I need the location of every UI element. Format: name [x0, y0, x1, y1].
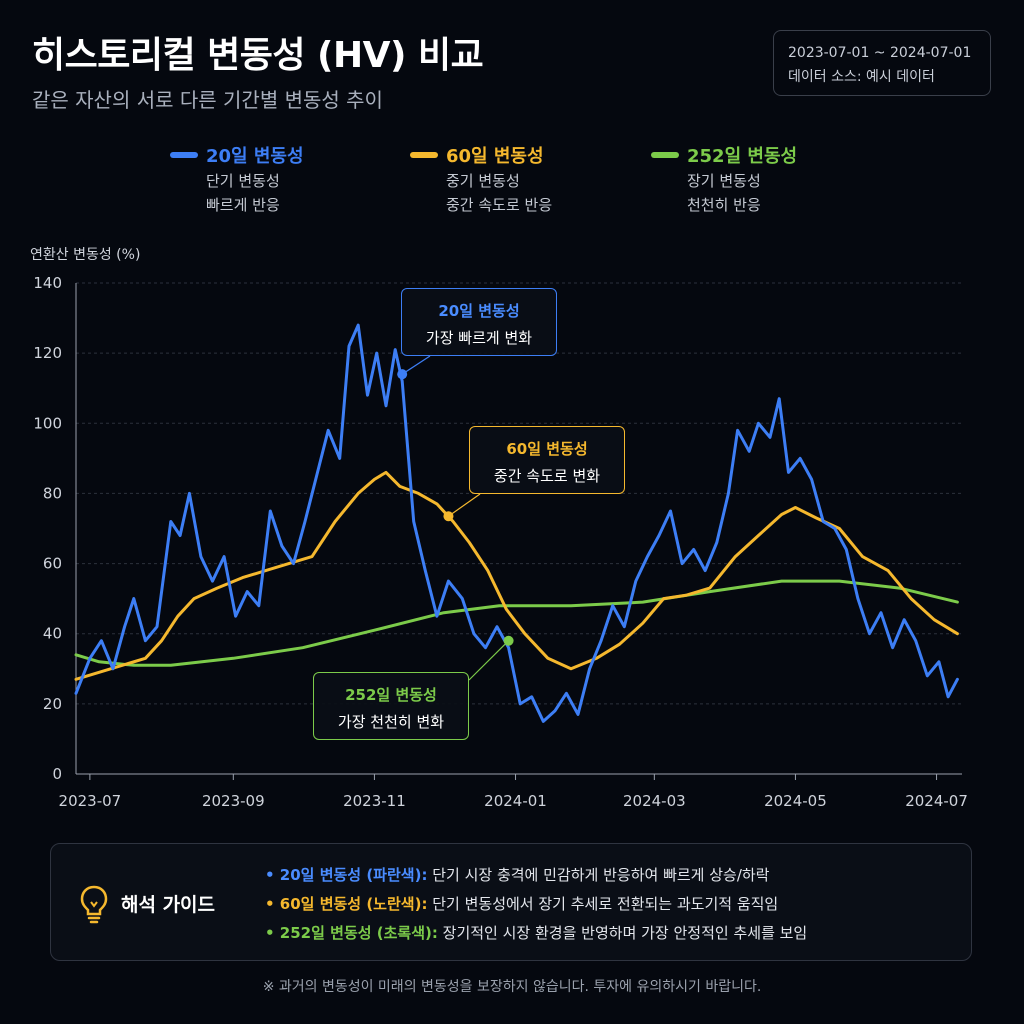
x-tick-label: 2024-03 — [623, 792, 686, 810]
guide-item-text: 장기적인 시장 환경을 반영하며 가장 안정적인 추세를 보임 — [437, 924, 808, 942]
guide-item-60d: • 60일 변동성 (노란색): 단기 변동성에서 장기 추세로 전환되는 과도… — [265, 893, 778, 914]
guide-item-label: • 252일 변동성 (초록색): — [265, 924, 438, 942]
series-layer — [74, 323, 959, 723]
guide-item-text: 단기 시장 충격에 민감하게 반응하여 빠르게 상승/하락 — [427, 866, 770, 884]
annotation-60d: 60일 변동성 중간 속도로 변화 — [469, 426, 625, 494]
annotation-pointer — [468, 640, 510, 681]
date-range: 2023-07-01 ~ 2024-07-01 — [788, 45, 972, 61]
guide-item-252d: • 252일 변동성 (초록색): 장기적인 시장 환경을 반영하며 가장 안정… — [265, 922, 807, 943]
legend-name: 252일 변동성 — [687, 146, 798, 167]
y-tick-label: 120 — [33, 344, 62, 362]
x-tick-label: 2024-07 — [905, 792, 968, 810]
y-axis-label: 연환산 변동성 (%) — [30, 247, 141, 263]
series-line-252d — [74, 579, 959, 667]
x-tick-label: 2023-11 — [343, 792, 406, 810]
y-tick-label: 100 — [33, 414, 62, 432]
y-tick-label: 80 — [43, 484, 62, 502]
annotation-marker — [397, 369, 408, 380]
annotation-text: 가장 천천히 변화 — [337, 713, 445, 731]
legend-desc: 빠르게 반응 — [206, 196, 280, 214]
annotation-20d: 20일 변동성 가장 빠르게 변화 — [401, 288, 557, 356]
annotation-pointer — [401, 355, 431, 375]
annotation-252d: 252일 변동성 가장 천천히 변화 — [313, 672, 469, 740]
legend-name: 60일 변동성 — [446, 146, 544, 167]
y-tick-label: 60 — [43, 555, 62, 573]
legend-desc: 단기 변동성 — [206, 172, 280, 190]
y-tick-label: 140 — [33, 274, 62, 292]
info-box: 2023-07-01 ~ 2024-07-01 데이터 소스: 예시 데이터 — [773, 30, 991, 96]
marker-layer — [397, 355, 514, 681]
series-line-20d — [74, 323, 959, 723]
guide-item-label: • 20일 변동성 (파란색): — [265, 866, 428, 884]
legend-swatch — [651, 152, 679, 158]
y-tick-label: 0 — [52, 765, 62, 783]
annotation-marker — [503, 635, 514, 646]
interpretation-guide: 해석 가이드 • 20일 변동성 (파란색): 단기 시장 충격에 민감하게 반… — [50, 843, 972, 961]
annotation-title: 60일 변동성 — [506, 440, 588, 458]
legend-desc: 중간 속도로 반응 — [446, 196, 553, 214]
axis-layer: 0 20 40 60 80 100 120 140 2023-07 2023-09 2023-11 2… — [33, 274, 968, 810]
legend-swatch — [170, 152, 198, 158]
legend-swatch — [410, 152, 438, 158]
annotation-title: 20일 변동성 — [438, 302, 520, 320]
page-subtitle: 같은 자산의 서로 다른 기간별 변동성 추이 — [32, 88, 383, 112]
annotation-text: 중간 속도로 변화 — [493, 467, 601, 485]
legend-desc: 중기 변동성 — [446, 172, 520, 190]
guide-title: 해석 가이드 — [121, 894, 216, 916]
x-tick-label: 2024-05 — [764, 792, 827, 810]
lightbulb-icon — [80, 885, 108, 924]
footnote: ※ 과거의 변동성이 미래의 변동성을 보장하지 않습니다. 투자에 유의하시기… — [262, 979, 762, 995]
page-title: 히스토리컬 변동성 (HV) 비교 — [32, 35, 484, 76]
x-tick-label: 2024-01 — [484, 792, 547, 810]
y-tick-label: 20 — [43, 695, 62, 713]
legend-name: 20일 변동성 — [206, 146, 304, 167]
annotation-pointer — [448, 493, 481, 517]
annotation-text: 가장 빠르게 변화 — [425, 329, 533, 347]
guide-item-20d: • 20일 변동성 (파란색): 단기 시장 충격에 민감하게 반응하여 빠르게… — [265, 864, 770, 885]
x-tick-label: 2023-09 — [202, 792, 265, 810]
legend-desc: 천천히 반응 — [687, 196, 761, 214]
annotation-marker — [443, 511, 454, 522]
legend-desc: 장기 변동성 — [687, 172, 761, 190]
volatility-chart: 0 20 40 60 80 100 120 140 2023-07 2023-09 2023-11 2… — [33, 274, 968, 810]
y-tick-label: 40 — [43, 625, 62, 643]
guide-item-label: • 60일 변동성 (노란색): — [265, 895, 428, 913]
series-line-60d — [74, 470, 959, 681]
data-source: 데이터 소스: 예시 데이터 — [788, 69, 935, 85]
guide-item-text: 단기 변동성에서 장기 추세로 전환되는 과도기적 움직임 — [427, 895, 779, 913]
x-tick-label: 2023-07 — [59, 792, 122, 810]
annotation-title: 252일 변동성 — [345, 686, 437, 704]
